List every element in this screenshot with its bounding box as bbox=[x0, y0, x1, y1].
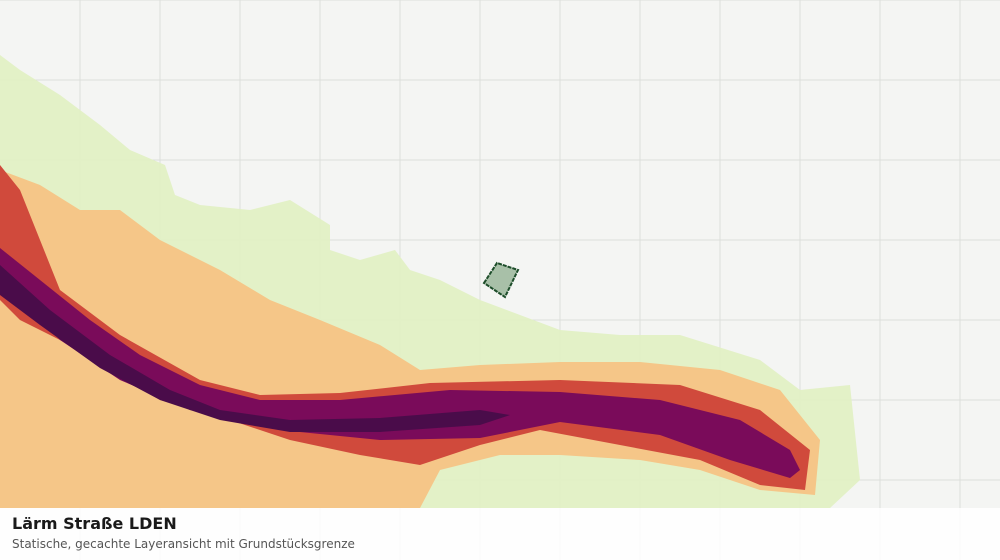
noise-zone-extreme bbox=[0, 265, 510, 432]
parcel-boundary[interactable] bbox=[482, 261, 520, 299]
caption-bar: Lärm Straße LDEN Statische, gecachte Lay… bbox=[0, 508, 1000, 560]
title: Lärm Straße LDEN bbox=[12, 514, 177, 533]
noise-zone-very-high bbox=[0, 248, 800, 478]
subtitle: Statische, gecachte Layeransicht mit Gru… bbox=[12, 537, 355, 551]
